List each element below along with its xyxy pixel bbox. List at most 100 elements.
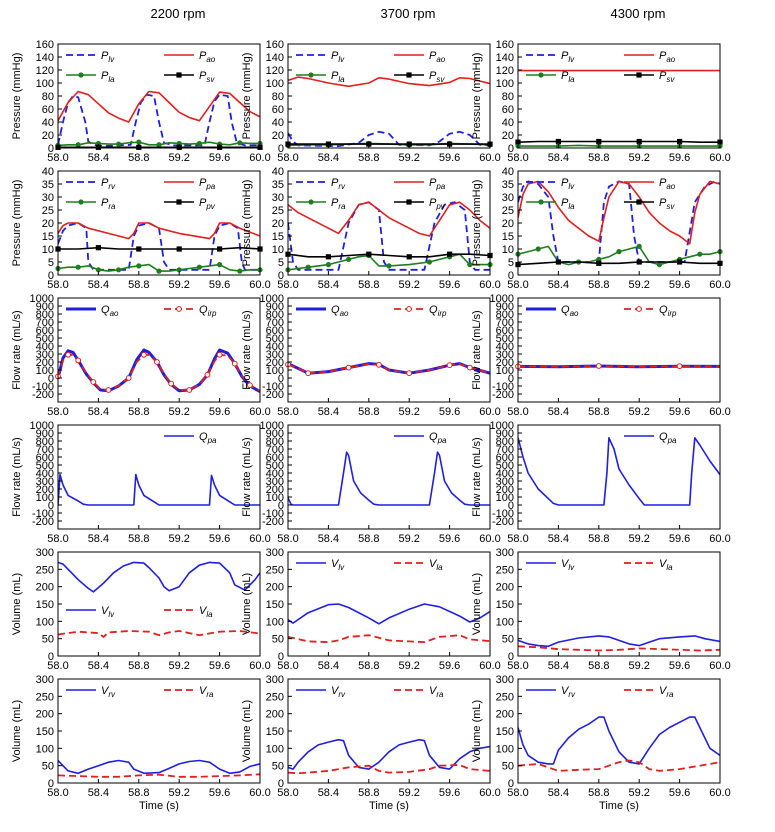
chart-v3: 0 50 100 150 200 250 300 58.0 58.4 58.8 59.2 59.6 60… bbox=[471, 547, 731, 672]
x-tick-label: 59.2 bbox=[168, 406, 189, 418]
point-Qirp bbox=[216, 351, 223, 358]
y-tick-label: 0 bbox=[508, 651, 514, 663]
x-tick-label: 59.2 bbox=[398, 533, 419, 545]
y-tick-label: 100 bbox=[36, 78, 54, 90]
chart-q6: -200-10001002003004005006007008009001000… bbox=[471, 420, 731, 545]
x-tick-label: 58.4 bbox=[88, 533, 109, 545]
series-Qirp bbox=[288, 363, 490, 375]
point-Pra bbox=[156, 268, 162, 274]
series-Vrv bbox=[288, 738, 490, 770]
y-tick-label: 10 bbox=[502, 244, 514, 256]
point-Psv bbox=[555, 259, 561, 265]
point-Pra bbox=[426, 259, 432, 265]
legend-subscript: rv bbox=[108, 690, 116, 699]
legend-subscript: la bbox=[338, 75, 345, 84]
series-Qpa bbox=[58, 473, 260, 506]
y-tick-label: 0 bbox=[48, 373, 54, 385]
legend-subscript: ra bbox=[108, 202, 116, 211]
y-tick-label: -100 bbox=[492, 381, 514, 393]
x-tick-label: 58.0 bbox=[47, 406, 68, 418]
y-tick-label: 140 bbox=[496, 52, 514, 64]
y-axis-label: Flow rate (mL/s) bbox=[471, 310, 483, 389]
legend-label: Vrv bbox=[561, 685, 576, 699]
legend-subscript: pv bbox=[435, 202, 445, 211]
y-tick-label: 1000 bbox=[30, 293, 54, 305]
y-tick-label: 300 bbox=[266, 547, 284, 559]
series-Vrv bbox=[518, 716, 720, 765]
y-tick-label: 60 bbox=[272, 104, 284, 116]
legend-subscript: ao bbox=[206, 55, 215, 64]
y-tick-label: 800 bbox=[496, 436, 514, 448]
y-tick-label: 5 bbox=[48, 257, 54, 269]
y-tick-label: 20 bbox=[502, 218, 514, 230]
series-Qpa bbox=[518, 437, 720, 506]
y-tick-label: 1000 bbox=[490, 293, 514, 305]
point-Ppv bbox=[176, 246, 182, 252]
y-tick-label: 40 bbox=[272, 117, 284, 129]
x-tick-label: 59.6 bbox=[439, 660, 460, 672]
legend-label: Pao bbox=[659, 50, 676, 64]
legend-subscript: la bbox=[436, 563, 443, 572]
chart-w3: 0 50 100 150 200 250 300 58.0 58.4 58.8 59.2 59.6 60… bbox=[471, 674, 731, 812]
y-tick-label: 20 bbox=[42, 130, 54, 142]
legend-marker bbox=[176, 72, 182, 78]
y-tick-label: 50 bbox=[502, 634, 514, 646]
x-tick-label: 59.6 bbox=[669, 787, 690, 799]
y-axis-label: Volume (mL) bbox=[241, 700, 253, 762]
series-Vlv bbox=[288, 603, 490, 625]
y-tick-label: 50 bbox=[502, 761, 514, 773]
y-tick-label: 300 bbox=[266, 349, 284, 361]
y-tick-label: 50 bbox=[42, 634, 54, 646]
y-tick-label: 300 bbox=[496, 476, 514, 488]
point-Ppv bbox=[366, 251, 372, 257]
point-Qirp bbox=[376, 361, 382, 368]
y-axis-label: Volume (mL) bbox=[241, 573, 253, 635]
y-axis-label: Pressure (mmHg) bbox=[241, 53, 253, 140]
x-tick-label: 58.4 bbox=[548, 279, 569, 291]
point-Qirp bbox=[90, 379, 97, 385]
y-axis-label: Flow rate (mL/s) bbox=[11, 310, 23, 389]
x-tick-label: 59.2 bbox=[398, 660, 419, 672]
y-tick-label: 100 bbox=[496, 78, 514, 90]
y-tick-label: 900 bbox=[496, 428, 514, 440]
x-tick-label: 58.0 bbox=[507, 533, 528, 545]
y-tick-label: 40 bbox=[502, 166, 514, 178]
column-title-3: 4300 rpm bbox=[610, 6, 666, 21]
series-Ppa bbox=[58, 222, 260, 240]
y-tick-label: 1000 bbox=[260, 293, 284, 305]
x-tick-label: 60.0 bbox=[709, 279, 730, 291]
legend-label: Vla bbox=[199, 605, 213, 619]
y-axis-label: Pressure (mmHg) bbox=[471, 180, 483, 267]
y-tick-label: -100 bbox=[32, 508, 54, 520]
legend-label: Ppa bbox=[199, 177, 216, 191]
y-tick-label: 160 bbox=[36, 39, 54, 51]
y-tick-label: 500 bbox=[36, 460, 54, 472]
y-tick-label: 0 bbox=[278, 270, 284, 282]
point-Psv bbox=[677, 259, 683, 265]
y-axis-label: Pressure (mmHg) bbox=[241, 180, 253, 267]
y-tick-label: 700 bbox=[36, 317, 54, 329]
y-tick-label: 300 bbox=[266, 674, 284, 686]
legend-label: Pra bbox=[331, 197, 346, 211]
x-tick-label: 60.0 bbox=[709, 406, 730, 418]
series-Psv bbox=[518, 140, 720, 143]
y-tick-label: 140 bbox=[266, 52, 284, 64]
y-tick-label: 250 bbox=[496, 564, 514, 576]
y-tick-label: 500 bbox=[496, 460, 514, 472]
x-tick-label: 59.6 bbox=[669, 152, 690, 164]
plot-frame bbox=[517, 43, 721, 149]
y-tick-label: 200 bbox=[496, 484, 514, 496]
y-tick-label: 25 bbox=[42, 205, 54, 217]
legend-subscript: ao bbox=[666, 182, 675, 191]
y-tick-label: 600 bbox=[496, 452, 514, 464]
y-tick-label: -200 bbox=[32, 516, 54, 528]
x-tick-label: 60.0 bbox=[479, 787, 500, 799]
plot-frame bbox=[57, 43, 261, 149]
x-tick-label: 58.8 bbox=[358, 787, 379, 799]
point-Pra bbox=[176, 267, 182, 273]
x-tick-label: 59.2 bbox=[628, 152, 649, 164]
point-Ppv bbox=[325, 254, 331, 260]
x-tick-label: 58.0 bbox=[507, 279, 528, 291]
legend-marker bbox=[538, 72, 544, 78]
x-tick-label: 58.4 bbox=[548, 533, 569, 545]
